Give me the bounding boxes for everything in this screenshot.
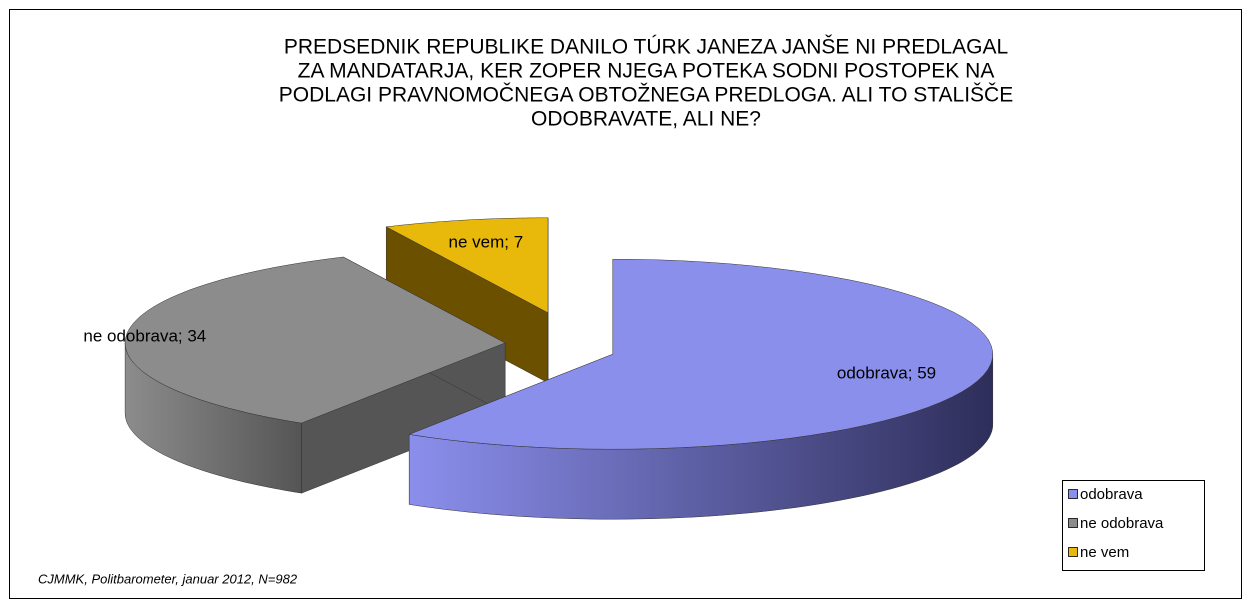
slice xyxy=(385,217,549,314)
legend-box xyxy=(1062,480,1205,571)
data-label: odobrava; 59 xyxy=(837,364,936,383)
chart-title: ODOBRAVATE, ALI NE? xyxy=(531,108,761,131)
data-label: ne odobrava; 34 xyxy=(83,327,206,346)
legend-label: ne odobrava xyxy=(1080,515,1164,532)
chart-title: PODLAGI PRAVNOMOČNEGA OBTOŽNEGA PREDLOGA… xyxy=(279,84,1013,107)
legend-swatch xyxy=(1068,518,1078,528)
legend-swatch xyxy=(1068,547,1078,557)
slice xyxy=(408,258,993,450)
slice xyxy=(124,256,506,424)
legend-label: odobrava xyxy=(1080,486,1143,503)
chart-title: PREDSEDNIK REPUBLIKE DANILO TÚRK JANEZA … xyxy=(284,36,1008,59)
chart-title: ZA MANDATARJA, KER ZOPER NJEGA POTEKA SO… xyxy=(298,60,995,83)
data-label: ne vem; 7 xyxy=(449,233,524,252)
legend-label: ne vem xyxy=(1080,544,1129,561)
legend-swatch xyxy=(1068,489,1078,499)
source-note: CJMMK, Politbarometer, januar 2012, N=98… xyxy=(38,571,298,586)
